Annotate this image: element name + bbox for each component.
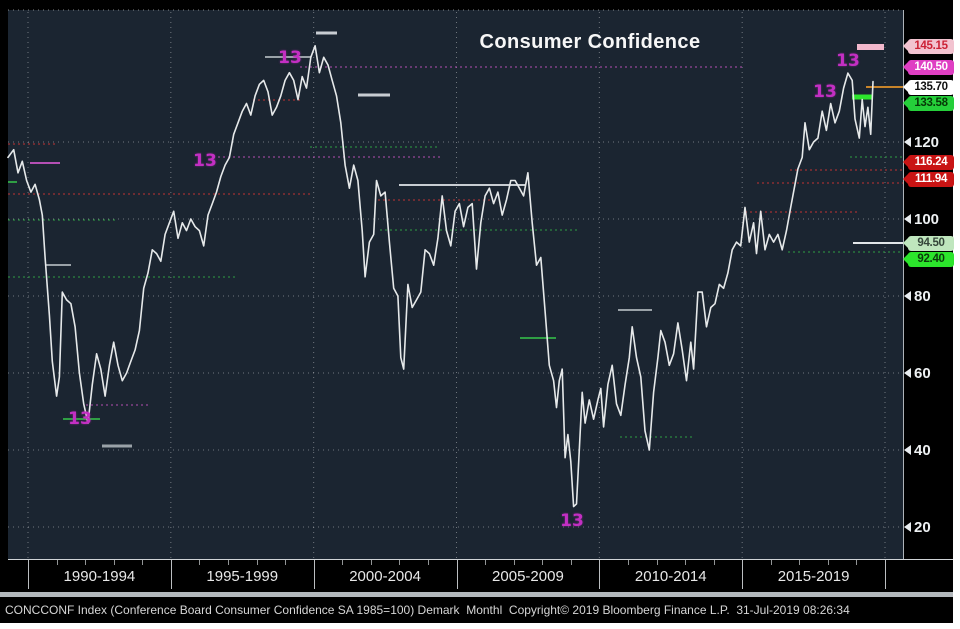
x-axis-major-tick xyxy=(313,560,315,589)
y-tick-120: 120 xyxy=(904,133,940,151)
x-axis-minor-tick xyxy=(342,560,344,565)
price-label-145.15: 145.15 xyxy=(903,38,954,54)
price-label-notch-icon xyxy=(903,80,909,93)
x-axis-period-label: 2005-2009 xyxy=(492,568,564,585)
price-label-92.40: 92.40 xyxy=(903,251,954,267)
x-axis-minor-tick xyxy=(656,560,658,565)
x-axis-major-tick xyxy=(742,560,744,589)
price-label-value: 111.94 xyxy=(914,173,948,185)
price-label-notch-icon xyxy=(903,155,909,168)
price-label-value: 116.24 xyxy=(914,156,948,168)
price-label-value: 135.70 xyxy=(914,81,948,93)
price-label-133.58: 133.58 xyxy=(903,95,954,111)
x-axis-period-label: 2010-2014 xyxy=(634,568,707,585)
x-axis-minor-tick xyxy=(399,560,401,565)
x-axis-minor-tick xyxy=(799,560,801,565)
x-axis-minor-tick xyxy=(427,560,429,565)
demark-13-marker: 13 xyxy=(560,511,584,531)
x-axis-minor-tick xyxy=(685,560,686,565)
x-axis-minor-tick xyxy=(56,560,58,565)
x-axis-minor-tick xyxy=(770,560,772,565)
x-axis-minor-tick xyxy=(827,560,829,565)
x-axis-major-tick xyxy=(599,560,601,589)
x-axis-minor-tick xyxy=(256,560,258,565)
x-axis-minor-tick xyxy=(542,560,544,565)
x-axis-period-label: 2000-2004 xyxy=(349,568,421,585)
x-axis-minor-tick xyxy=(113,560,115,565)
y-tick-arrow-icon xyxy=(904,214,911,224)
x-axis-period-label: 2015-2019 xyxy=(777,568,850,585)
x-axis-major-tick xyxy=(456,560,458,589)
x-axis-major-tick xyxy=(28,560,29,589)
y-tick-80: 80 xyxy=(904,287,931,305)
x-axis: 1990-1994 1995-1999 2000-2004 2005-2009 2010… xyxy=(0,560,953,592)
y-tick-arrow-icon xyxy=(904,291,911,301)
price-label-notch-icon xyxy=(903,236,909,249)
price-label-notch-icon xyxy=(903,39,909,52)
demark-13-marker: 13 xyxy=(278,48,302,68)
price-label-140.50: 140.50 xyxy=(903,59,954,75)
y-tick-label: 120 xyxy=(914,133,940,151)
x-axis-minor-tick xyxy=(856,560,858,565)
price-label-135.70: 135.70 xyxy=(903,79,954,95)
demark-13-marker: 13 xyxy=(68,409,92,429)
chart-title: Consumer Confidence xyxy=(479,31,701,53)
price-label-value: 140.50 xyxy=(914,61,948,73)
x-axis-minor-tick xyxy=(570,560,572,565)
y-tick-100: 100 xyxy=(904,210,940,228)
x-axis-minor-tick xyxy=(713,560,715,565)
x-axis-minor-tick xyxy=(370,560,372,565)
x-axis-minor-tick xyxy=(513,560,515,565)
y-tick-arrow-icon xyxy=(904,137,911,147)
x-axis-major-tick xyxy=(170,560,172,589)
x-axis-period-label: 1990-1994 xyxy=(63,568,136,585)
y-tick-arrow-icon xyxy=(904,522,911,532)
y-tick-label: 100 xyxy=(914,210,940,228)
price-label-notch-icon xyxy=(903,172,909,185)
demark-13-marker: 13 xyxy=(836,51,860,71)
price-label-notch-icon xyxy=(903,252,909,265)
status-bar: CONCCONF Index (Conference Board Consume… xyxy=(0,597,953,623)
chart-canvas[interactable] xyxy=(8,10,903,560)
x-axis-minor-tick xyxy=(142,560,144,565)
x-axis-major-tick xyxy=(885,560,886,589)
y-tick-label: 20 xyxy=(914,518,931,536)
x-axis-minor-tick xyxy=(627,560,629,565)
price-label-notch-icon xyxy=(903,96,909,109)
y-tick-arrow-icon xyxy=(904,445,911,455)
price-label-value: 92.40 xyxy=(917,253,945,265)
y-tick-label: 80 xyxy=(914,287,931,305)
y-tick-40: 40 xyxy=(904,441,931,459)
y-tick-label: 40 xyxy=(914,441,931,459)
price-label-notch-icon xyxy=(903,60,909,73)
price-label-value: 145.15 xyxy=(914,40,948,52)
price-label-116.24: 116.24 xyxy=(903,154,954,170)
x-axis-minor-tick xyxy=(85,560,87,565)
y-tick-60: 60 xyxy=(904,364,931,382)
demark-13-marker: 13 xyxy=(193,151,217,171)
demark-13-marker: 13 xyxy=(813,82,837,102)
price-label-value: 133.58 xyxy=(914,97,948,109)
y-tick-20: 20 xyxy=(904,518,931,536)
y-tick-label: 60 xyxy=(914,364,931,382)
x-axis-minor-tick xyxy=(285,560,287,565)
y-tick-arrow-icon xyxy=(904,368,911,378)
x-axis-minor-tick xyxy=(485,560,487,565)
x-axis-minor-tick xyxy=(199,560,201,565)
price-label-94.50: 94.50 xyxy=(903,235,954,251)
x-axis-period-label: 1995-1999 xyxy=(206,568,279,585)
price-label-value: 94.50 xyxy=(917,237,945,249)
x-axis-minor-tick xyxy=(228,560,229,565)
price-label-111.94: 111.94 xyxy=(903,171,954,187)
bottom-divider xyxy=(0,592,953,597)
